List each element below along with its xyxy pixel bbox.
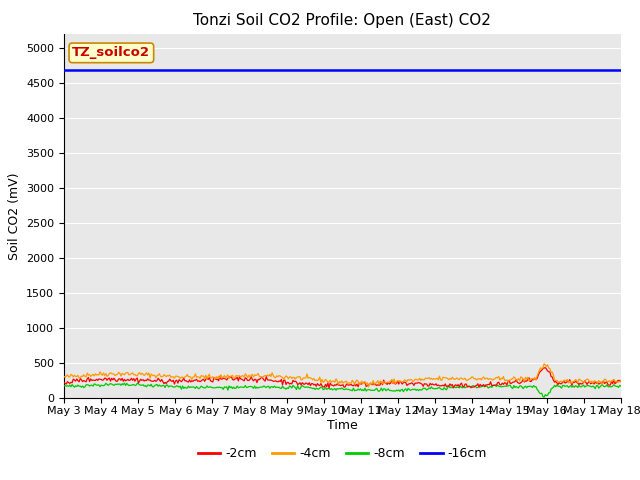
Legend: -2cm, -4cm, -8cm, -16cm: -2cm, -4cm, -8cm, -16cm bbox=[193, 442, 492, 465]
Title: Tonzi Soil CO2 Profile: Open (East) CO2: Tonzi Soil CO2 Profile: Open (East) CO2 bbox=[193, 13, 492, 28]
Y-axis label: Soil CO2 (mV): Soil CO2 (mV) bbox=[8, 172, 20, 260]
X-axis label: Time: Time bbox=[327, 419, 358, 432]
Text: TZ_soilco2: TZ_soilco2 bbox=[72, 47, 150, 60]
